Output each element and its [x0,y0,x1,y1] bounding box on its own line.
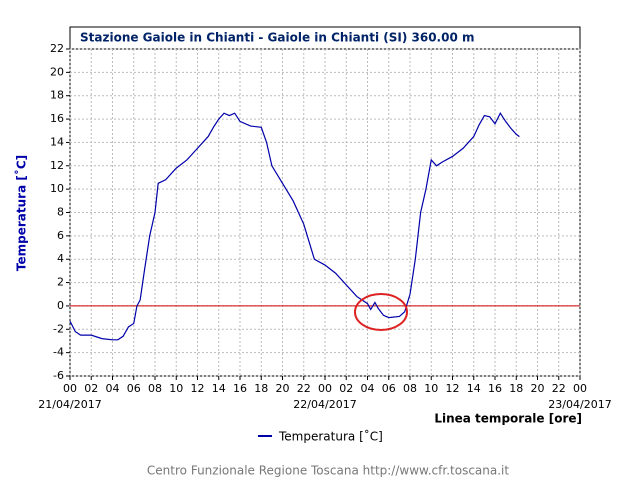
y-tick-label: 8 [57,206,64,219]
y-axis-label: Temperatura [˚C] [14,155,29,271]
x-tick-label: 08 [403,382,417,395]
date-label: 23/04/2017 [548,398,611,411]
y-tick-label: 0 [57,299,64,312]
y-tick-label: 6 [57,229,64,242]
x-tick-label: 04 [361,382,375,395]
legend-label: Temperatura [˚C] [278,429,383,444]
chart-title: Stazione Gaiole in Chianti - Gaiole in C… [80,31,474,45]
x-tick-label: 04 [106,382,120,395]
x-tick-label: 06 [382,382,396,395]
x-tick-label: 20 [276,382,290,395]
y-tick-label: 2 [57,276,64,289]
y-tick-label: 22 [50,42,64,55]
x-tick-label: 22 [552,382,566,395]
x-tick-label: 10 [169,382,183,395]
y-tick-label: 16 [50,112,64,125]
x-tick-label: 12 [446,382,460,395]
x-tick-label: 02 [84,382,98,395]
y-tick-label: 18 [50,89,64,102]
y-tick-label: -4 [53,346,64,359]
y-tick-label: 12 [50,159,64,172]
x-tick-label: 18 [254,382,268,395]
y-tick-label: 20 [50,65,64,78]
x-tick-label: 14 [212,382,226,395]
temperature-line [69,112,520,341]
y-tick-label: -6 [53,369,64,382]
y-tick-label: 10 [50,182,64,195]
y-tick-label: -2 [53,322,64,335]
footer: Centro Funzionale Regione Toscana http:/… [147,464,509,478]
x-tick-label: 00 [63,382,77,395]
x-tick-label: 02 [339,382,353,395]
x-tick-label: 20 [531,382,545,395]
highlight-circle [354,293,408,331]
x-tick-label: 16 [488,382,502,395]
x-tick-label: 22 [297,382,311,395]
x-tick-label: 08 [148,382,162,395]
x-tick-label: 06 [127,382,141,395]
x-axis-label: Linea temporale [ore] [434,412,582,426]
x-tick-label: 00 [573,382,587,395]
x-tick-label: 10 [424,382,438,395]
x-tick-label: 00 [318,382,332,395]
x-tick-label: 14 [467,382,481,395]
x-tick-label: 18 [509,382,523,395]
y-tick-label: 4 [57,252,64,265]
y-tick-label: 14 [50,135,64,148]
date-label: 22/04/2017 [293,398,356,411]
x-tick-label: 16 [233,382,247,395]
date-label: 21/04/2017 [38,398,101,411]
x-tick-label: 12 [191,382,205,395]
